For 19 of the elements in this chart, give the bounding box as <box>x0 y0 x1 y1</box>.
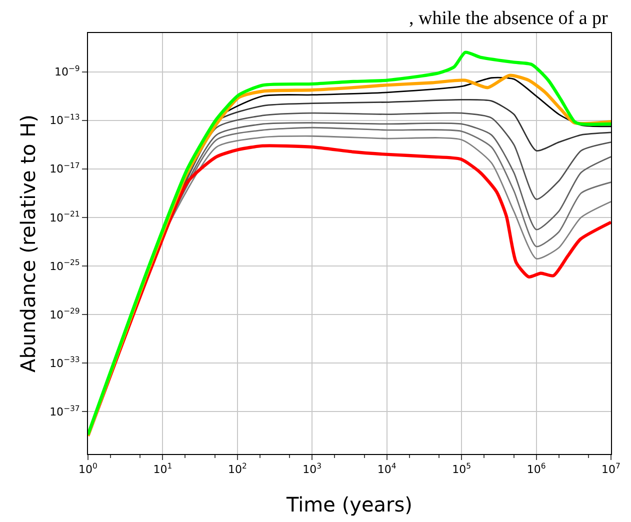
x-tick-label: 10$^{4}$ <box>377 462 396 476</box>
chart-title: , while the absence of a pr <box>409 8 609 29</box>
x-tick-label: 10$^{7}$ <box>602 462 621 476</box>
y-tick-label: 10$^{−37}$ <box>50 404 80 418</box>
x-tick-label: 10$^{3}$ <box>302 462 322 476</box>
y-axis-title: Abundance (relative to H) <box>16 114 40 372</box>
x-axis-title: Time (years) <box>286 492 412 517</box>
x-tick-label: 10$^{6}$ <box>526 462 546 476</box>
x-tick-label: 10$^{5}$ <box>452 462 472 476</box>
x-tick-label: 10$^{0}$ <box>78 462 98 476</box>
y-tick-label: 10$^{−13}$ <box>50 112 80 128</box>
x-tick-label: 10$^{2}$ <box>228 462 247 476</box>
y-tick-label: 10$^{−21}$ <box>50 210 80 224</box>
y-tick-label: 10$^{−9}$ <box>54 64 80 79</box>
y-tick-label: 10$^{−17}$ <box>50 161 80 176</box>
y-tick-label: 10$^{−29}$ <box>50 306 80 322</box>
x-tick-label: 10$^{1}$ <box>153 462 172 476</box>
y-tick-label: 10$^{−25}$ <box>50 258 80 273</box>
y-tick-label: 10$^{−33}$ <box>50 355 80 370</box>
